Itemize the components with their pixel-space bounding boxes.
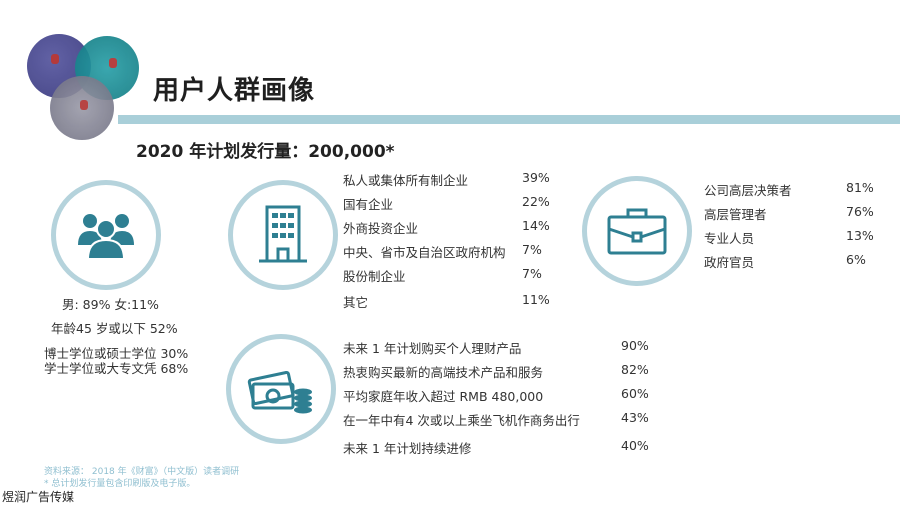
finance-value: 43% xyxy=(621,410,649,425)
position-label: 高层管理者 xyxy=(704,207,767,222)
position-value: 76% xyxy=(846,204,874,219)
briefcase-icon xyxy=(582,176,692,286)
postgrad-stat: 博士学位或硕士学位 30% xyxy=(44,346,189,361)
circulation-subtitle: 2020 年计划发行量：200,000* xyxy=(136,142,395,162)
footnote-line: * 总计划发行量包含印刷版及电子版。 xyxy=(44,479,196,489)
ownership-label: 外商投资企业 xyxy=(343,221,419,236)
finance-label: 平均家庭年收入超过 RMB 480,000 xyxy=(343,389,544,404)
page-title: 用户人群画像 xyxy=(153,76,316,106)
ownership-label: 中央、省市及自治区政府机构 xyxy=(343,245,506,260)
position-label: 政府官员 xyxy=(704,255,755,270)
undergrad-stat: 学士学位或大专文凭 68% xyxy=(44,361,189,376)
title-underline-bar xyxy=(118,115,900,124)
position-value: 6% xyxy=(846,252,866,267)
money-icon xyxy=(226,334,336,444)
finance-label: 在一年中有4 次或以上乘坐飞机作商务出行 xyxy=(343,413,580,428)
people-icon xyxy=(51,180,161,290)
finance-value: 90% xyxy=(621,338,649,353)
ownership-label: 私人或集体所有制企业 xyxy=(343,173,469,188)
gender-stat: 男: 89% 女:11% xyxy=(62,297,159,312)
finance-label: 未来 1 年计划购买个人理财产品 xyxy=(343,341,522,356)
decorative-photo-circle xyxy=(50,76,114,140)
finance-value: 60% xyxy=(621,386,649,401)
age-stat: 年龄45 岁或以下 52% xyxy=(51,321,178,336)
position-label: 专业人员 xyxy=(704,231,755,246)
position-value: 13% xyxy=(846,228,874,243)
finance-label: 未来 1 年计划持续进修 xyxy=(343,441,472,456)
ownership-value: 22% xyxy=(522,194,550,209)
position-label: 公司高层决策者 xyxy=(704,183,792,198)
ownership-label: 其它 xyxy=(343,295,369,310)
watermark-text: 煜润广告传媒 xyxy=(2,490,75,504)
ownership-value: 11% xyxy=(522,292,550,307)
finance-value: 40% xyxy=(621,438,649,453)
ownership-label: 股份制企业 xyxy=(343,269,406,284)
ownership-value: 39% xyxy=(522,170,550,185)
finance-label: 热衷购买最新的高端技术产品和服务 xyxy=(343,365,544,380)
position-value: 81% xyxy=(846,180,874,195)
source-note: 资料来源： 2018 年《财富》（中文版）读者调研 * 总计划发行量包含印刷版及… xyxy=(44,466,239,490)
building-icon xyxy=(228,180,338,290)
ownership-value: 14% xyxy=(522,218,550,233)
ownership-value: 7% xyxy=(522,266,542,281)
ownership-value: 7% xyxy=(522,242,542,257)
ownership-label: 国有企业 xyxy=(343,197,394,212)
finance-value: 82% xyxy=(621,362,649,377)
source-line: 资料来源： 2018 年《财富》（中文版）读者调研 xyxy=(44,467,240,477)
